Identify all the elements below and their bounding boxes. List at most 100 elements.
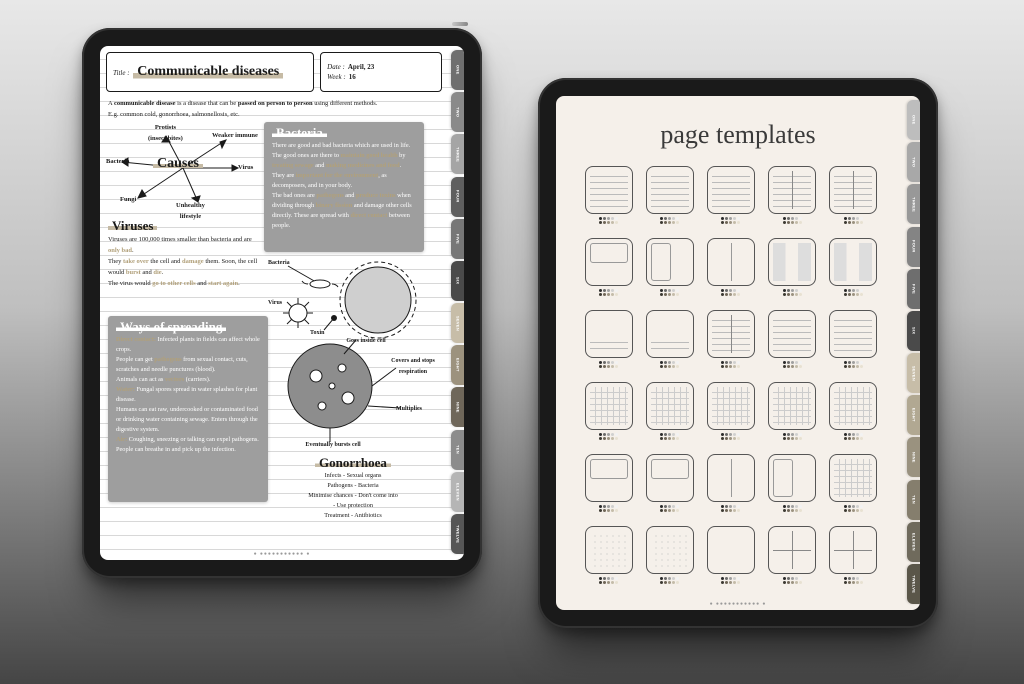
palette-dots xyxy=(721,289,740,296)
dl-inside: Goes inside cell xyxy=(336,336,396,347)
palette-dots xyxy=(783,577,802,584)
week-value: 16 xyxy=(349,73,356,81)
spreading-box: Ways of spreading Direct contact: Infect… xyxy=(108,316,268,502)
tab-nine[interactable]: NINE xyxy=(907,437,920,477)
title-value: Communicable diseases xyxy=(133,64,283,80)
palette-dots xyxy=(844,577,863,584)
tab-nine[interactable]: NINE xyxy=(451,387,464,427)
template-thumb[interactable] xyxy=(643,166,696,230)
tab-four[interactable]: FOUR xyxy=(907,227,920,267)
tab-twelve[interactable]: TWELVE xyxy=(451,514,464,554)
tab-eight[interactable]: EIGHT xyxy=(451,345,464,385)
template-thumb[interactable] xyxy=(582,166,635,230)
tab-one[interactable]: ONE xyxy=(451,50,464,90)
template-thumb[interactable] xyxy=(827,310,880,374)
template-thumb[interactable] xyxy=(766,454,819,518)
template-thumb[interactable] xyxy=(827,526,880,590)
tab-eleven[interactable]: ELEVEN xyxy=(451,472,464,512)
palette-dots xyxy=(783,217,802,224)
template-thumb[interactable] xyxy=(704,382,757,446)
tab-twelve[interactable]: TWELVE xyxy=(907,564,920,604)
gonor-l3: Minimise chances - Don't come into xyxy=(278,491,428,501)
template-thumb[interactable] xyxy=(766,382,819,446)
footer-right: ● ●●●●●●●●●●● ● xyxy=(710,602,767,607)
palette-dots xyxy=(844,361,863,368)
title-label: Title : xyxy=(113,69,130,77)
tab-ten[interactable]: TEN xyxy=(451,430,464,470)
tab-eight[interactable]: EIGHT xyxy=(907,395,920,435)
tab-one[interactable]: ONE xyxy=(907,100,920,140)
template-thumb[interactable] xyxy=(582,526,635,590)
tab-five[interactable]: FIVE xyxy=(907,269,920,309)
tab-eleven[interactable]: ELEVEN xyxy=(907,522,920,562)
template-thumb[interactable] xyxy=(827,166,880,230)
tab-seven[interactable]: SEVEN xyxy=(451,303,464,343)
content: A communicable disease is a disease that… xyxy=(108,98,442,552)
viruses-sec: Viruses Viruses are 100,000 times smalle… xyxy=(108,220,258,289)
template-thumb[interactable] xyxy=(766,166,819,230)
template-thumb[interactable] xyxy=(582,310,635,374)
tab-two[interactable]: TWO xyxy=(907,142,920,182)
template-thumb[interactable] xyxy=(643,310,696,374)
bacteria-body: There are good and bad bacteria which ar… xyxy=(272,141,416,231)
right-title: page templates xyxy=(556,120,920,150)
template-thumb[interactable] xyxy=(704,238,757,302)
template-thumb[interactable] xyxy=(582,382,635,446)
dl-bacteria: Bacteria xyxy=(268,258,290,269)
template-grid xyxy=(582,166,880,590)
intro: A communicable disease is a disease that… xyxy=(108,98,442,120)
palette-dots xyxy=(783,505,802,512)
spreading-title: Ways of spreading xyxy=(116,322,226,332)
template-thumb[interactable] xyxy=(827,454,880,518)
template-thumb[interactable] xyxy=(704,310,757,374)
tab-three[interactable]: THREE xyxy=(451,134,464,174)
template-thumb[interactable] xyxy=(704,166,757,230)
gonor-l4: - Use protection xyxy=(278,501,428,511)
tab-five[interactable]: FIVE xyxy=(451,219,464,259)
template-thumb[interactable] xyxy=(704,526,757,590)
template-thumb[interactable] xyxy=(643,526,696,590)
palette-dots xyxy=(783,433,802,440)
template-thumb[interactable] xyxy=(643,454,696,518)
palette-dots xyxy=(660,289,679,296)
palette-dots xyxy=(721,361,740,368)
tabs-left: ONE TWO THREE FOUR FIVE SIX SEVEN EIGHT NINE TEN E… xyxy=(450,50,464,556)
spreading-body: Direct contact: Infected plants in field… xyxy=(116,335,260,455)
tablet-right: page templates ONE TWO THREE FOUR FIVE SIX SEV… xyxy=(538,78,938,628)
tab-two[interactable]: TWO xyxy=(451,92,464,132)
palette-dots xyxy=(599,361,618,368)
intro-l2: E.g. common cold, gonorrhoea, salmonello… xyxy=(108,109,442,120)
palette-dots xyxy=(660,217,679,224)
template-thumb[interactable] xyxy=(582,238,635,302)
causes-center: Causes xyxy=(153,158,203,169)
palette-dots xyxy=(599,577,618,584)
tab-three[interactable]: THREE xyxy=(907,184,920,224)
dl-burst: Eventually bursts cell xyxy=(298,440,368,451)
screen-left: Title : Communicable diseases Date : Apr… xyxy=(100,46,464,560)
palette-dots xyxy=(660,577,679,584)
template-thumb[interactable] xyxy=(766,310,819,374)
stylus xyxy=(452,22,468,26)
tab-seven[interactable]: SEVEN xyxy=(907,353,920,393)
tab-six[interactable]: SIX xyxy=(907,311,920,351)
template-thumb[interactable] xyxy=(827,382,880,446)
intro-l1: A communicable disease is a disease that… xyxy=(108,98,442,109)
gonor-title: Gonorrhoea xyxy=(315,458,391,468)
tab-six[interactable]: SIX xyxy=(451,261,464,301)
dl-toxin: Toxin xyxy=(310,328,324,339)
tab-ten[interactable]: TEN xyxy=(907,480,920,520)
palette-dots xyxy=(844,505,863,512)
palette-dots xyxy=(599,217,618,224)
template-thumb[interactable] xyxy=(766,238,819,302)
node-virus: Virus xyxy=(238,162,253,173)
template-thumb[interactable] xyxy=(827,238,880,302)
template-thumb[interactable] xyxy=(643,382,696,446)
template-thumb[interactable] xyxy=(643,238,696,302)
node-fungi: Fungi xyxy=(120,194,136,205)
palette-dots xyxy=(599,433,618,440)
tab-four[interactable]: FOUR xyxy=(451,177,464,217)
template-thumb[interactable] xyxy=(766,526,819,590)
template-thumb[interactable] xyxy=(582,454,635,518)
template-thumb[interactable] xyxy=(704,454,757,518)
palette-dots xyxy=(783,361,802,368)
